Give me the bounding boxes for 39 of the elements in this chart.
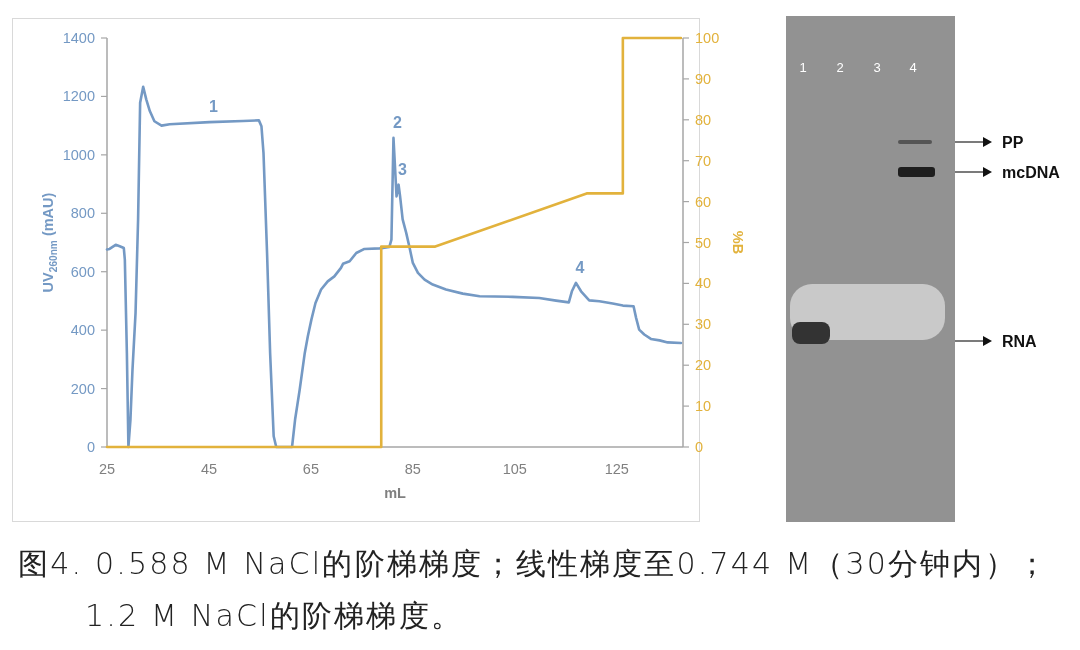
text: 3 — [873, 59, 881, 75]
text: PP — [1002, 133, 1024, 151]
y-tick-label: 800 — [70, 205, 95, 222]
x-tick-label: 105 — [502, 461, 527, 477]
y2-tick-label: 30 — [695, 316, 712, 333]
y-tick-label: 200 — [70, 380, 95, 397]
y-tick-label: 400 — [70, 322, 95, 339]
text: 1 — [799, 59, 807, 75]
y2-tick-label: 10 — [695, 398, 712, 415]
x-tick-label: 45 — [200, 461, 218, 477]
y2-tick-label: 0 — [695, 439, 704, 455]
y2-tick-label: 90 — [695, 70, 712, 87]
y-tick-label: 1200 — [62, 88, 95, 105]
x-tick-label: 125 — [604, 461, 629, 477]
y2-tick-label: 80 — [695, 111, 712, 128]
caption: 图4. 0.588 M NaCl的阶梯梯度；线性梯度至0.744 M（30分钟内）；1.2 M NaCl的阶梯梯度。 — [18, 545, 1050, 635]
text: 4 — [909, 59, 917, 75]
x-tick-label: 65 — [302, 461, 319, 477]
x-axis-title: mL — [384, 485, 407, 501]
y2-tick-label: 20 — [695, 357, 712, 374]
y-tick-label: 1000 — [62, 146, 95, 163]
text: RNA — [1002, 332, 1038, 350]
annotation: 4 — [575, 258, 585, 276]
y2-tick-label: 100 — [695, 30, 720, 46]
text: 2 — [836, 59, 844, 75]
x-tick-label: 25 — [98, 461, 116, 477]
y-tick-label: 0 — [86, 439, 95, 455]
text: mcDNA — [1002, 163, 1061, 181]
y2-tick-label: 70 — [695, 152, 712, 169]
y2-tick-label: 50 — [695, 234, 712, 251]
annotation: 2 — [393, 113, 403, 131]
annotation: 1 — [209, 97, 218, 115]
y-tick-label: 1400 — [62, 30, 95, 46]
annotation: 3 — [398, 160, 408, 178]
y2-tick-label: 60 — [695, 193, 712, 210]
y2-axis-title: %B — [730, 230, 746, 255]
y2-tick-label: 40 — [695, 275, 712, 292]
y-tick-label: 600 — [70, 263, 95, 280]
x-tick-label: 85 — [404, 461, 421, 477]
